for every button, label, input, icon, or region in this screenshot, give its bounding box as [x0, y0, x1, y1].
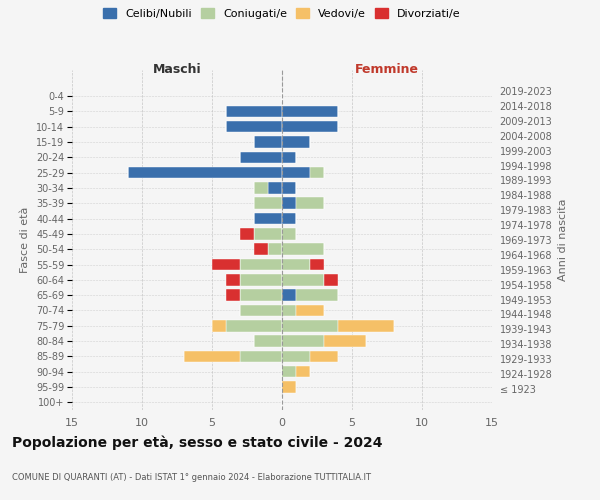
Bar — [240, 290, 282, 301]
Bar — [338, 320, 394, 332]
Bar — [324, 274, 338, 285]
Bar — [226, 290, 240, 301]
Bar — [268, 182, 282, 194]
Bar — [296, 304, 324, 316]
Bar — [282, 350, 310, 362]
Bar — [240, 350, 282, 362]
Bar — [282, 167, 310, 178]
Bar — [254, 213, 282, 224]
Bar — [296, 366, 310, 378]
Text: Maschi: Maschi — [152, 63, 202, 76]
Bar — [282, 366, 296, 378]
Text: Popolazione per età, sesso e stato civile - 2024: Popolazione per età, sesso e stato civil… — [12, 436, 383, 450]
Bar — [282, 259, 310, 270]
Y-axis label: Anni di nascita: Anni di nascita — [558, 198, 568, 281]
Bar — [282, 274, 324, 285]
Bar — [282, 121, 338, 132]
Bar — [282, 198, 296, 209]
Bar — [128, 167, 282, 178]
Bar — [268, 244, 282, 255]
Bar — [296, 290, 338, 301]
Bar — [282, 290, 296, 301]
Bar — [240, 228, 254, 239]
Bar — [212, 259, 240, 270]
Bar — [254, 336, 282, 347]
Bar — [226, 274, 240, 285]
Bar — [282, 336, 324, 347]
Bar — [296, 198, 324, 209]
Bar — [254, 136, 282, 147]
Bar — [226, 106, 282, 117]
Bar — [240, 304, 282, 316]
Bar — [282, 152, 296, 163]
Bar — [240, 152, 282, 163]
Bar — [310, 259, 324, 270]
Bar — [226, 320, 282, 332]
Bar — [240, 274, 282, 285]
Text: Femmine: Femmine — [355, 63, 419, 76]
Bar — [254, 228, 282, 239]
Y-axis label: Fasce di età: Fasce di età — [20, 207, 31, 273]
Bar — [282, 382, 296, 393]
Bar — [226, 121, 282, 132]
Bar — [282, 182, 296, 194]
Bar — [282, 106, 338, 117]
Text: COMUNE DI QUARANTI (AT) - Dati ISTAT 1° gennaio 2024 - Elaborazione TUTTITALIA.I: COMUNE DI QUARANTI (AT) - Dati ISTAT 1° … — [12, 473, 371, 482]
Bar — [212, 320, 226, 332]
Bar — [282, 228, 296, 239]
Bar — [240, 259, 282, 270]
Bar — [282, 213, 296, 224]
Bar — [282, 244, 324, 255]
Legend: Celibi/Nubili, Coniugati/e, Vedovi/e, Divorziati/e: Celibi/Nubili, Coniugati/e, Vedovi/e, Di… — [103, 8, 461, 19]
Bar — [310, 167, 324, 178]
Bar — [254, 182, 268, 194]
Bar — [282, 320, 338, 332]
Bar — [310, 350, 338, 362]
Bar — [282, 304, 296, 316]
Bar — [254, 244, 268, 255]
Bar — [324, 336, 366, 347]
Bar — [184, 350, 240, 362]
Bar — [254, 198, 282, 209]
Bar — [282, 136, 310, 147]
